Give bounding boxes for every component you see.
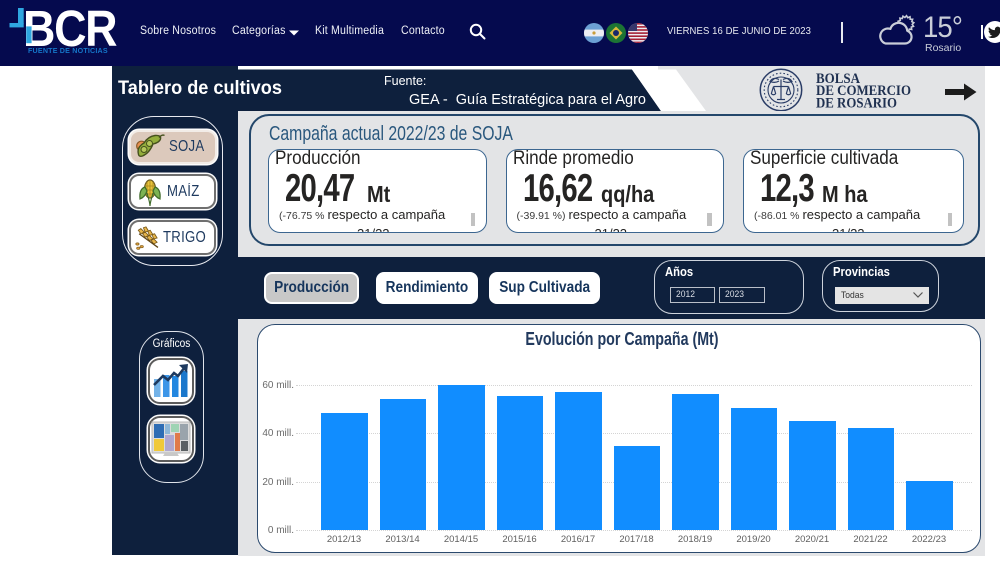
svg-text:BOLSA: BOLSA — [816, 71, 860, 87]
svg-text:GEA - Guía Estratégica para e: GEA - Guía Estratégica para el Agro — [409, 92, 646, 108]
svg-text:DE COMERCIO: DE COMERCIO — [816, 83, 911, 99]
svg-text:Fuente:: Fuente: — [384, 74, 426, 88]
svg-text:DE ROSARIO: DE ROSARIO — [816, 96, 897, 111]
